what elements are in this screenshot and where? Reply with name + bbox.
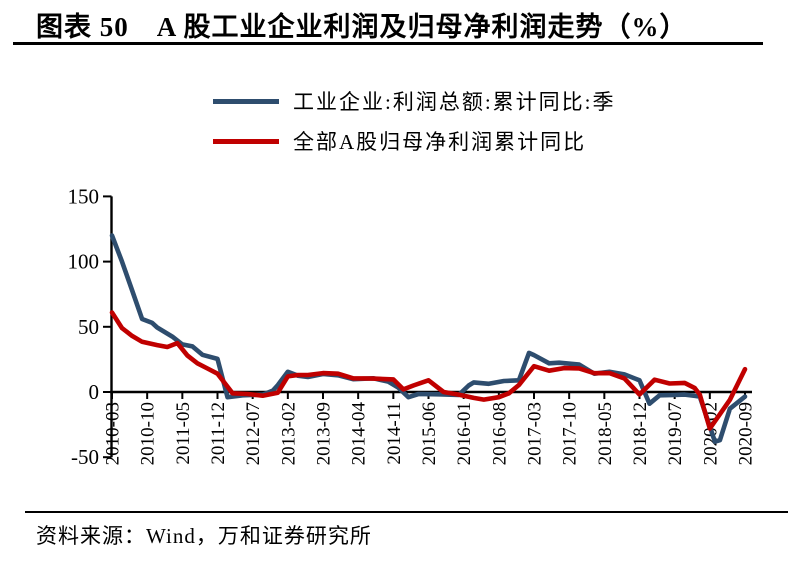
x-axis-tick-label: 2014-11: [384, 402, 405, 465]
y-axis-tick-label: 150: [68, 184, 100, 208]
x-axis-tick-label: 2011-12: [208, 402, 229, 465]
source-note: 资料来源：Wind，万和证券研究所: [36, 524, 372, 548]
legend: 工业企业:利润总额:累计同比:季 全部A股归母净利润累计同比: [213, 86, 616, 166]
x-axis-tick-label: 2019-07: [665, 402, 686, 465]
legend-item-a-share: 全部A股归母净利润累计同比: [213, 126, 616, 156]
x-axis-tick-label: 2013-02: [278, 402, 299, 465]
y-axis-tick-label: 50: [78, 315, 99, 339]
x-axis-tick-label: 2018-05: [595, 402, 616, 465]
legend-item-industrial: 工业企业:利润总额:累计同比:季: [213, 86, 616, 116]
series-line-industrial-profit: [109, 233, 748, 444]
x-axis-tick-label: 2017-03: [525, 402, 546, 465]
x-axis-tick-label: 2016-01: [454, 402, 475, 465]
x-axis-tick-label: 2016-08: [489, 402, 510, 465]
series-line-a-share-net-profit: [109, 310, 748, 431]
chart-title: 图表 50 A 股工业企业利润及归母净利润走势（%）: [36, 12, 688, 42]
x-axis-tick-label: 2017-10: [560, 402, 581, 465]
x-axis-tick-label: 2014-04: [349, 402, 370, 466]
y-axis-tick-label: -50: [71, 445, 99, 469]
x-axis-tick-label: 2010-03: [103, 402, 124, 465]
x-axis-tick-label: 2013-09: [314, 402, 335, 465]
x-axis-tick-label: 2010-10: [138, 402, 159, 465]
x-axis-tick-label: 2012-07: [243, 402, 264, 465]
x-axis-tick-label: 2015-06: [419, 402, 440, 465]
legend-line-swatch-a-share: [213, 138, 279, 144]
legend-line-swatch-industrial: [213, 98, 279, 104]
source-rule: [25, 511, 788, 513]
y-axis-tick-label: 0: [89, 380, 100, 404]
x-axis-tick-label: 2020-09: [736, 402, 757, 465]
x-axis-tick-label: 2018-12: [630, 402, 651, 465]
x-axis-tick-label: 2011-05: [173, 402, 194, 465]
title-rule: [13, 42, 763, 45]
legend-label-industrial: 工业企业:利润总额:累计同比:季: [293, 90, 616, 114]
legend-label-a-share: 全部A股归母净利润累计同比: [293, 130, 587, 154]
y-axis-tick-label: 100: [68, 250, 100, 274]
